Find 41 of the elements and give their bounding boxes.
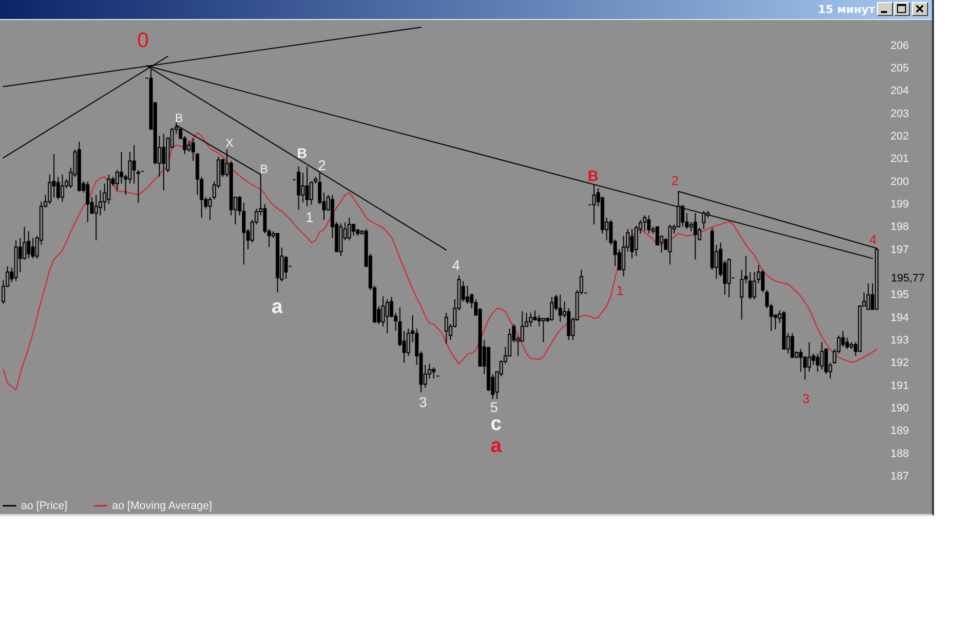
y-tick-label: 190 (890, 402, 909, 415)
annotation: 2 (671, 173, 679, 188)
annotation: 0 (137, 29, 149, 52)
y-tick-label: 191 (890, 380, 909, 392)
y-tick-label: 197 (890, 244, 909, 256)
y-tick-label: 202 (890, 130, 909, 143)
annotation: c (490, 413, 502, 435)
y-tick-label: 204 (890, 85, 909, 98)
legend-label: ао [Moving Average] (112, 500, 212, 512)
y-tick-label: 195 (890, 289, 909, 302)
y-tick-label: 187 (890, 470, 909, 482)
annotation: 5 (490, 399, 498, 415)
annotation: 1 (306, 209, 314, 225)
y-tick-label: 201 (890, 153, 909, 166)
y-tick-label: 199 (890, 198, 909, 211)
annotation: B (588, 168, 599, 185)
y-tick-label: 193 (890, 334, 909, 347)
legend-label: ао [Price] (21, 500, 68, 512)
y-tick-label: 203 (890, 108, 909, 120)
y-tick-label: 192 (890, 357, 909, 370)
annotation: 1 (616, 283, 624, 298)
annotation: a (490, 435, 502, 457)
y-tick-label: 205 (890, 62, 909, 75)
y-tick-label: 188 (890, 448, 909, 460)
y-tick-label: 194 (890, 312, 909, 324)
chart-title: 15 минут (818, 3, 875, 16)
annotation: B (260, 162, 268, 176)
y-tick-label: 200 (890, 176, 909, 188)
annotation: 4 (452, 257, 460, 273)
annotation: 3 (419, 394, 428, 410)
y-tick-label: 198 (890, 221, 909, 234)
y-tick-label: 206 (890, 40, 909, 52)
text: 195,77 (891, 272, 925, 284)
y-tick-label: 189 (890, 425, 909, 438)
annotation: B (174, 111, 184, 125)
annotation: a (271, 296, 284, 318)
annotation: 3 (802, 391, 810, 406)
annotation: B (296, 145, 308, 161)
annotation: X (225, 136, 234, 150)
annotation: 4 (869, 232, 877, 247)
annotation: 2 (318, 157, 326, 173)
